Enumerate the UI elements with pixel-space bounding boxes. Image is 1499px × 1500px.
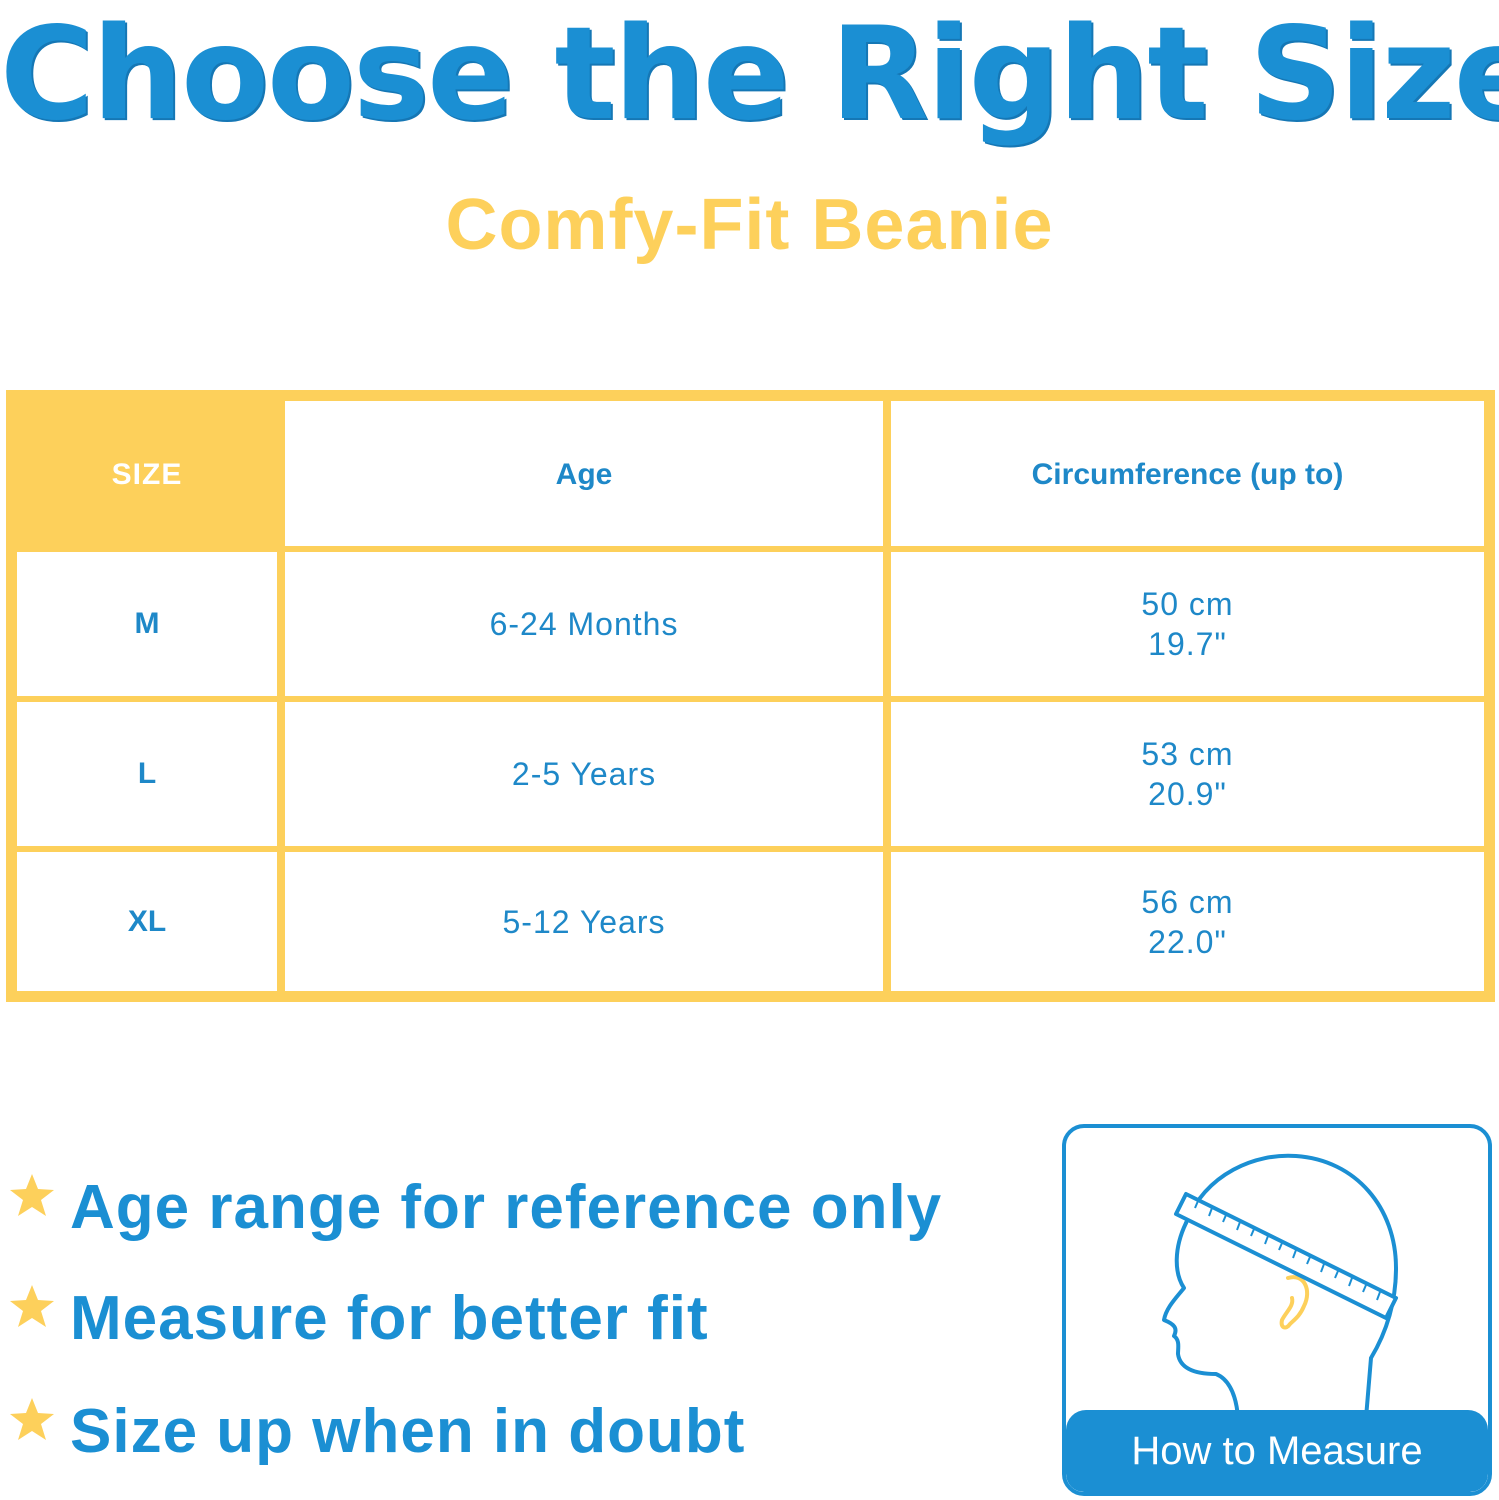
row-divider [17, 546, 1484, 552]
tip-text: Measure for better fit [70, 1283, 709, 1353]
page-title: Choose the Right Size [0, 0, 1499, 149]
how-to-measure-card[interactable]: How to Measure [1062, 1124, 1492, 1496]
row-divider [17, 846, 1484, 852]
circumference-cm: 53 cm [1141, 736, 1234, 772]
age-cell: 2-5 Years [511, 756, 657, 792]
circumference-column-header: Circumference (up to) [1031, 458, 1344, 491]
size-column-header: SIZE [17, 401, 277, 549]
tip-text: Size up when in doubt [70, 1396, 746, 1466]
circumference-cell: 50 cm 19.7" [891, 552, 1484, 696]
circumference-inch: 20.9" [1148, 776, 1227, 812]
circumference-cm: 56 cm [1141, 883, 1234, 920]
tip-text: Age range for reference only [70, 1172, 943, 1242]
star-icon [10, 1285, 54, 1327]
circumference-cm: 50 cm [1141, 586, 1234, 622]
head-measuring-tape-icon [1162, 1153, 1399, 1420]
size-cell: XL [127, 904, 167, 938]
product-subtitle: Comfy-Fit Beanie [445, 185, 1054, 265]
size-cell: L [137, 757, 157, 790]
circumference-cell: 53 cm 20.9" [891, 702, 1484, 846]
tip-item: Measure for better fit [8, 1273, 709, 1363]
circumference-cell: 56 cm 22.0" [891, 852, 1484, 991]
tip-item: Age range for reference only [8, 1162, 942, 1252]
circumference-inch: 22.0" [1148, 923, 1227, 960]
age-cell: 6-24 Months [489, 606, 679, 642]
size-chart-table: SIZE Age Circumference (up to) M 6-24 Mo… [6, 390, 1495, 1002]
tip-item: Size up when in doubt [8, 1386, 745, 1476]
star-icon [10, 1398, 54, 1440]
age-column-header: Age [555, 458, 613, 491]
star-icon [10, 1174, 54, 1216]
circumference-inch: 19.7" [1148, 626, 1227, 662]
how-to-measure-label[interactable]: How to Measure [1066, 1410, 1488, 1492]
age-cell: 5-12 Years [502, 903, 666, 940]
size-cell: M [134, 607, 160, 640]
row-divider [17, 696, 1484, 702]
